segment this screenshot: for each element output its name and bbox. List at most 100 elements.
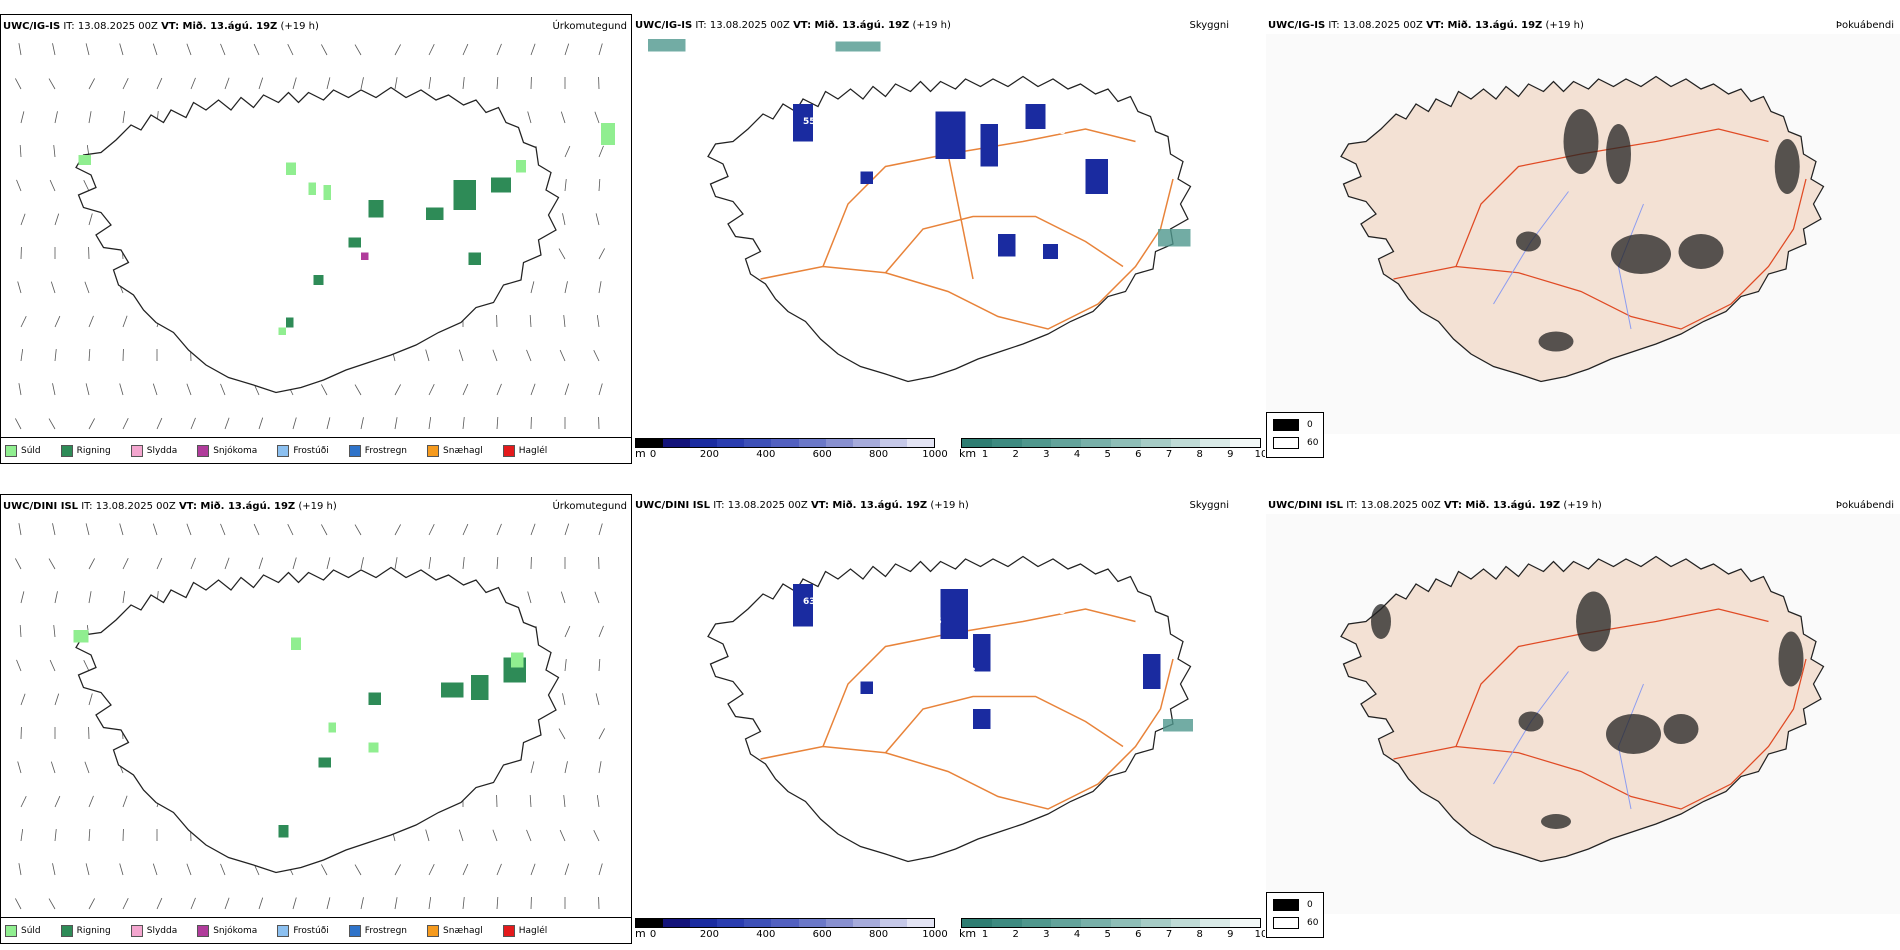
wind-barb bbox=[54, 829, 57, 842]
wind-barb bbox=[529, 795, 532, 808]
colorbar-bin bbox=[991, 439, 1022, 447]
wind-barb bbox=[530, 383, 536, 396]
panel-title: Þokuábendi bbox=[1835, 500, 1894, 511]
colorbar-tick: 10 bbox=[1254, 449, 1265, 460]
wind-barb bbox=[49, 659, 56, 672]
wind-barb bbox=[88, 898, 95, 910]
wind-barb bbox=[394, 77, 398, 90]
wind-barb bbox=[593, 350, 600, 362]
wind-barb bbox=[558, 248, 566, 260]
wind-barb bbox=[394, 524, 401, 536]
colorbar-tick: 400 bbox=[756, 929, 776, 940]
legend-label: Snjókoma bbox=[213, 925, 258, 936]
legend-label: Snæhagl bbox=[443, 445, 483, 456]
wind-barb bbox=[190, 417, 196, 430]
legend-item: Slydda bbox=[130, 924, 177, 937]
wind-barb bbox=[220, 43, 226, 56]
wind-barb bbox=[258, 897, 264, 910]
wind-barb bbox=[253, 523, 260, 536]
wind-barb bbox=[253, 43, 260, 56]
panel-title: Skyggni bbox=[1189, 500, 1229, 511]
wind-barb bbox=[122, 78, 129, 90]
legend-item: Snjókoma bbox=[197, 924, 258, 937]
wind-barb bbox=[354, 524, 362, 536]
wind-barb bbox=[593, 830, 600, 842]
wind-barb bbox=[462, 417, 465, 430]
wind-barb bbox=[122, 418, 129, 430]
wind-barb bbox=[292, 897, 297, 910]
wind-barb bbox=[354, 864, 362, 876]
fog-legend-min: 0 bbox=[1307, 420, 1313, 430]
forecast-hour: (+19 h) bbox=[1563, 500, 1602, 511]
wind-barb bbox=[224, 557, 230, 570]
wind-barb bbox=[15, 78, 22, 90]
colorbar-bin bbox=[1230, 919, 1260, 927]
wind-barb bbox=[496, 43, 502, 56]
wind-barb bbox=[20, 829, 24, 842]
vis-label: 78 bbox=[1023, 217, 1036, 227]
wind-barb bbox=[53, 145, 56, 158]
wind-barb bbox=[564, 863, 570, 876]
wind-barb bbox=[598, 248, 605, 260]
vis-label: 58 bbox=[1193, 657, 1206, 667]
legend-swatch bbox=[277, 924, 290, 937]
wind-barb bbox=[428, 77, 432, 90]
wind-barb bbox=[20, 796, 27, 808]
wind-barb bbox=[394, 897, 398, 910]
wind-barb bbox=[186, 523, 192, 536]
wind-barb bbox=[152, 523, 158, 536]
wind-barb bbox=[88, 111, 92, 124]
legend-item: Slydda bbox=[130, 444, 177, 457]
wind-barb bbox=[564, 761, 568, 774]
model-name: UWC/IG-IS bbox=[1268, 20, 1326, 31]
legend-item: Frostúði bbox=[277, 924, 329, 937]
km-unit: km bbox=[959, 447, 977, 460]
legend-swatch bbox=[5, 924, 17, 937]
wind-barb bbox=[20, 693, 26, 706]
colorbar-bin bbox=[1110, 439, 1141, 447]
vis-label: 81 bbox=[1013, 757, 1026, 767]
wind-barb bbox=[526, 829, 532, 842]
wind-barb bbox=[496, 417, 499, 430]
wind-barb bbox=[84, 281, 90, 294]
colorbar-tick: 200 bbox=[699, 449, 719, 460]
wind-barb bbox=[354, 384, 362, 396]
wind-barb bbox=[18, 43, 22, 56]
colorbar-bin bbox=[1200, 439, 1231, 447]
colorbar-bin bbox=[1200, 919, 1231, 927]
wind-barb bbox=[17, 761, 22, 774]
colorbar-tick: 1000 bbox=[922, 449, 948, 460]
vis-label: 52 bbox=[883, 697, 896, 707]
colorbar-bin bbox=[825, 439, 853, 447]
fog-legend: 0 60 bbox=[1266, 412, 1324, 458]
colorbar-tick: 6 bbox=[1135, 449, 1142, 460]
wind-barb bbox=[48, 418, 56, 430]
vis-label: 44 bbox=[1173, 257, 1186, 267]
elevation-unit: m bbox=[635, 447, 646, 460]
panel-header: UWC/IG-IS IT: 13.08.2025 00Z VT: Mið. 13… bbox=[3, 21, 319, 32]
colorbar-tick: 7 bbox=[1165, 929, 1173, 940]
wind-barb bbox=[559, 829, 566, 842]
vis-label: 74 bbox=[1023, 697, 1036, 707]
colorbar-tick: 2 bbox=[1012, 449, 1019, 460]
legend-label: Frostúði bbox=[293, 445, 329, 456]
fog-map bbox=[1266, 34, 1900, 434]
km-colorbar: 1 2 3 4 5 6 7 8 9 10 km bbox=[959, 438, 1265, 462]
wind-barb bbox=[594, 111, 600, 124]
valid-time: VT: Mið. 13.ágú. 19Z bbox=[1426, 20, 1543, 31]
vis-value-labels: 55 59 72 88 42 60 85 78 27 43 66 61 69 84 56 93 49 44 102 4… bbox=[803, 117, 1216, 437]
colorbar-bin bbox=[879, 439, 907, 447]
legend-item: Haglél bbox=[502, 444, 547, 457]
colorbar-bin bbox=[798, 919, 826, 927]
wind-barb bbox=[52, 43, 56, 56]
vis-panel-row1: UWC/IG-IS IT: 13.08.2025 00Z VT: Mið. 13… bbox=[633, 14, 1265, 464]
colorbar-bin bbox=[663, 919, 691, 927]
wind-barb bbox=[563, 315, 566, 328]
wind-barb bbox=[224, 417, 230, 430]
wind-barb bbox=[462, 897, 465, 910]
iceland-coastline bbox=[75, 566, 560, 874]
colorbar-bin bbox=[1021, 919, 1052, 927]
fog-areas bbox=[1371, 591, 1804, 829]
wind-barb bbox=[54, 693, 60, 706]
legend-swatch bbox=[5, 444, 17, 457]
